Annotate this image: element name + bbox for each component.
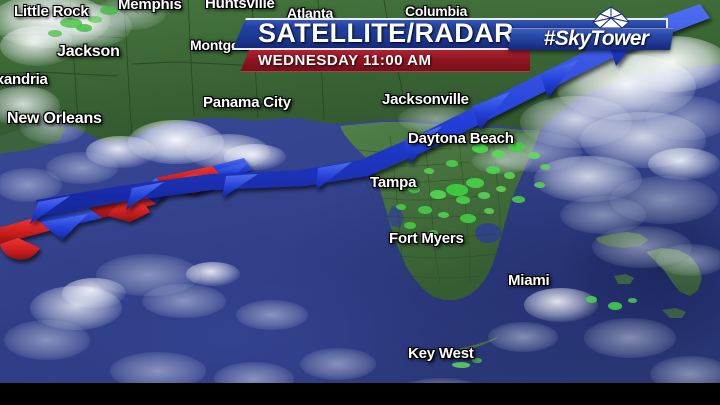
land-bimini <box>614 274 634 284</box>
city-label-columbia: Columbia <box>405 3 468 19</box>
city-label-daytona-beach: Daytona Beach <box>408 130 514 147</box>
city-label-huntsville: Huntsville <box>205 0 275 12</box>
logo-text: #SkyTower <box>543 27 649 50</box>
city-label-jacksonville: Jacksonville <box>382 91 469 108</box>
city-label-miami: Miami <box>508 272 550 289</box>
city-label-memphis: Memphis <box>118 0 182 13</box>
city-label-panama-city: Panama City <box>203 94 291 111</box>
water-lake-okeechobee <box>475 223 501 243</box>
subtitle-banner-text: WEDNESDAY 11:00 AM <box>258 52 432 69</box>
land-grand-bahama <box>596 232 648 248</box>
city-label-little-rock: Little Rock <box>14 3 89 20</box>
land-florida-keys <box>438 336 500 356</box>
city-label-alexandria: Alexandria <box>0 71 48 88</box>
skytower-logo: #SkyTower <box>508 4 675 52</box>
city-label-jackson: Jackson <box>57 43 120 60</box>
title-banner-text: SATELLITE/RADAR <box>258 18 514 48</box>
city-label-tampa: Tampa <box>370 174 417 191</box>
city-label-new-orleans: New Orleans <box>7 110 102 127</box>
city-label-key-west: Key West <box>408 345 474 362</box>
letterbox-bar <box>0 383 720 405</box>
land-andros-island <box>646 248 702 296</box>
subtitle-banner-background <box>240 50 530 72</box>
radar-dome-icon <box>588 6 634 30</box>
city-label-atlanta: Atlanta <box>287 5 334 21</box>
land-bahamas-small <box>662 308 686 318</box>
subtitle-banner: WEDNESDAY 11:00 AM <box>240 50 530 72</box>
city-label-fort-myers: Fort Myers <box>389 230 464 247</box>
